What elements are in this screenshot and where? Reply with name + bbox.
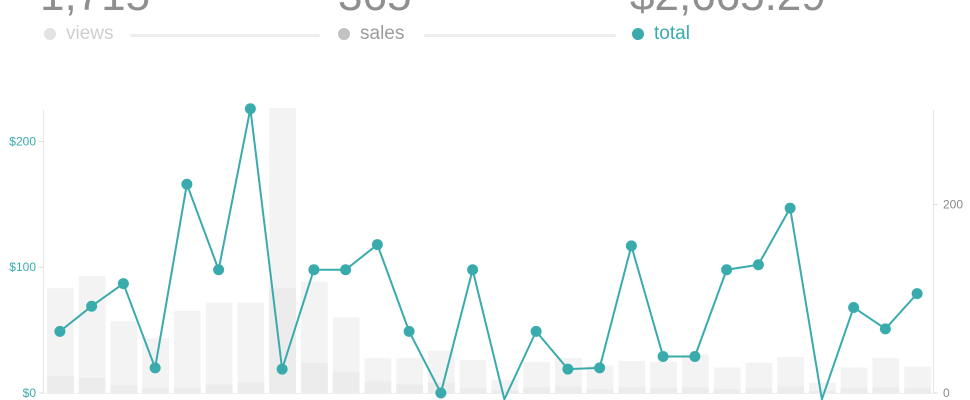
views-bar bbox=[745, 362, 773, 393]
views-bar bbox=[174, 310, 201, 393]
sales-bar bbox=[809, 391, 836, 393]
total-line bbox=[59, 107, 918, 400]
sales-bar bbox=[174, 388, 201, 393]
total-point bbox=[467, 264, 479, 276]
total-point bbox=[403, 325, 415, 337]
sales-bar bbox=[682, 387, 709, 393]
legend-sales[interactable]: sales bbox=[338, 23, 405, 44]
right-tick-label: 0 bbox=[943, 386, 950, 400]
sales-bar bbox=[364, 381, 392, 393]
total-point bbox=[340, 264, 352, 276]
total-point bbox=[371, 239, 383, 251]
views-bar bbox=[650, 361, 677, 393]
left-tick-label: $0 bbox=[23, 386, 37, 400]
total-point bbox=[276, 363, 288, 375]
views-bar bbox=[110, 321, 138, 393]
sales-bar bbox=[396, 384, 423, 393]
total-point bbox=[181, 178, 193, 190]
views-bar bbox=[205, 302, 233, 393]
views-bar bbox=[47, 288, 74, 393]
sales-bar bbox=[332, 372, 360, 393]
total-point bbox=[213, 264, 225, 276]
sales-bar bbox=[745, 388, 773, 393]
sales-bar bbox=[491, 390, 519, 393]
stats-header: 1,715 365 $2,665.29 views sales total bbox=[0, 0, 970, 60]
sales-bar bbox=[840, 388, 868, 393]
sales-bar bbox=[904, 388, 931, 393]
total-point bbox=[117, 278, 129, 290]
total-dot-icon bbox=[632, 28, 644, 40]
total-label: total bbox=[654, 23, 690, 44]
sales-bar bbox=[78, 377, 106, 393]
left-tick-label: $100 bbox=[9, 260, 36, 274]
views-bar bbox=[237, 302, 265, 393]
views-bar bbox=[872, 358, 900, 393]
total-point bbox=[784, 202, 796, 214]
sales-bar bbox=[523, 387, 550, 393]
left-tick-label: $200 bbox=[9, 134, 36, 148]
views-divider bbox=[130, 34, 320, 37]
sales-label: sales bbox=[360, 23, 405, 44]
total-point bbox=[594, 362, 606, 374]
right-tick-label: 200 bbox=[943, 197, 963, 211]
total-point bbox=[54, 325, 66, 337]
total-point bbox=[530, 325, 542, 337]
sales-bar bbox=[142, 388, 169, 393]
total-point bbox=[435, 387, 447, 399]
sales-bar bbox=[586, 389, 614, 393]
total-point bbox=[244, 103, 256, 115]
sales-bar bbox=[459, 388, 487, 393]
sales-bar bbox=[650, 388, 677, 393]
views-bar bbox=[713, 367, 741, 393]
total-point bbox=[752, 259, 764, 271]
views-bar bbox=[459, 359, 487, 393]
sales-bar bbox=[618, 387, 646, 393]
total-value: $2,665.29 bbox=[630, 0, 826, 18]
sales-bar bbox=[555, 386, 582, 393]
sales-bar bbox=[777, 386, 804, 393]
legend-views[interactable]: views bbox=[44, 23, 114, 44]
sales-dot-icon bbox=[338, 28, 350, 40]
views-value: 1,715 bbox=[40, 0, 150, 18]
total-point bbox=[562, 363, 574, 375]
total-point bbox=[625, 240, 637, 252]
legend-total[interactable]: total bbox=[632, 23, 690, 44]
total-point bbox=[911, 288, 923, 300]
sales-divider bbox=[424, 34, 616, 37]
sales-bar bbox=[47, 376, 74, 393]
total-point bbox=[848, 301, 860, 313]
total-point bbox=[879, 323, 891, 335]
views-bar bbox=[809, 382, 836, 393]
total-point bbox=[86, 300, 98, 312]
sales-bar bbox=[237, 382, 265, 393]
total-point bbox=[657, 351, 669, 363]
sales-value: 365 bbox=[338, 0, 411, 18]
sales-bar bbox=[713, 389, 741, 393]
sales-bar bbox=[110, 385, 138, 393]
total-point bbox=[308, 264, 320, 276]
sales-bar bbox=[205, 384, 233, 393]
sales-bar bbox=[872, 387, 900, 393]
total-point bbox=[149, 362, 161, 374]
views-bar bbox=[78, 276, 106, 393]
views-dot-icon bbox=[44, 28, 56, 40]
views-label: views bbox=[66, 23, 114, 44]
total-point bbox=[689, 351, 701, 363]
sales-bar bbox=[301, 362, 328, 393]
total-point bbox=[721, 264, 733, 276]
